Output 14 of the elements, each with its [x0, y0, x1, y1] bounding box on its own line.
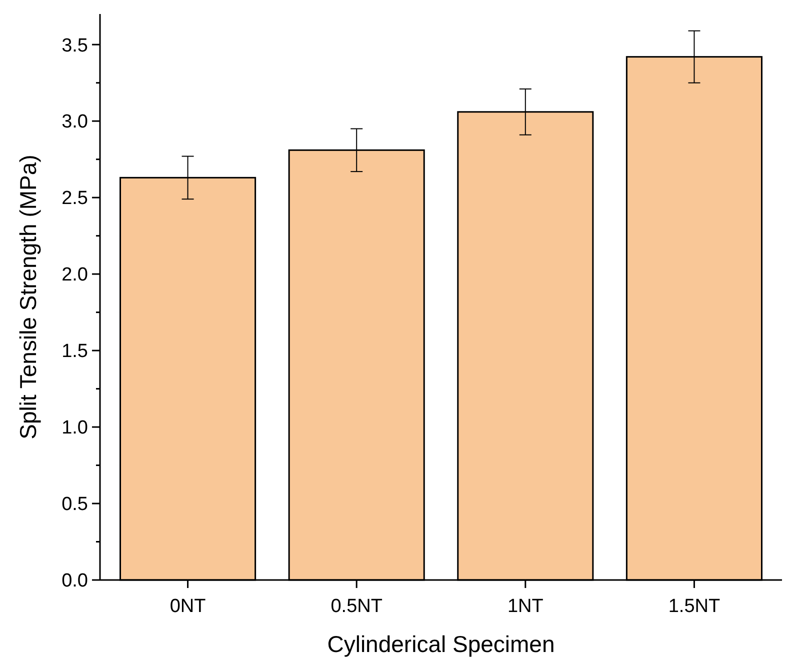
- y-tick-label: 0.5: [62, 494, 88, 516]
- x-tick-label: 0.5NT: [330, 596, 383, 617]
- y-tick-label: 3.5: [62, 35, 88, 56]
- x-axis-title: Cylinderical Specimen: [327, 631, 555, 657]
- x-tick-label: 0NT: [170, 596, 206, 617]
- y-tick-label: 1.0: [62, 418, 88, 439]
- y-tick-label: 0.0: [62, 570, 88, 592]
- y-axis-title: Split Tensile Strength (MPa): [15, 154, 41, 440]
- y-tick-label: 2.0: [62, 264, 88, 286]
- y-tick-label: 3.0: [62, 112, 88, 133]
- x-tick-label: 1NT: [507, 596, 544, 617]
- y-tick-label: 1.5: [62, 341, 88, 362]
- y-tick-label: 2.5: [62, 188, 88, 210]
- x-tick-label: 1.5NT: [668, 596, 720, 617]
